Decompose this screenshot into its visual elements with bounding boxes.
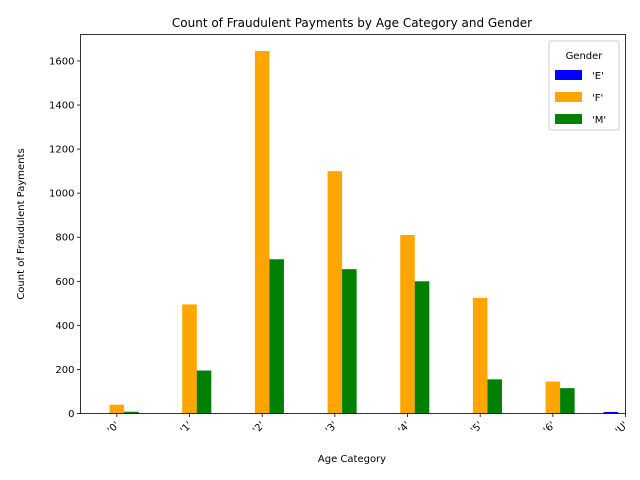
legend-swatch <box>555 114 582 124</box>
legend-title: Gender <box>566 51 604 62</box>
legend-frame <box>548 40 620 131</box>
bar-2-3 <box>342 269 357 414</box>
y-tick-label: 600 <box>55 277 74 288</box>
bar-1-5 <box>472 297 488 414</box>
legend-swatch <box>555 70 582 80</box>
y-tick-label: 800 <box>55 233 74 244</box>
x-tick-label: '0' <box>106 420 122 436</box>
y-tick-label: 1400 <box>49 101 74 112</box>
y-tick-label: 1600 <box>49 56 74 67</box>
y-tick-label: 0 <box>68 409 74 420</box>
bar-2-4 <box>414 281 430 414</box>
legend-label: 'F' <box>592 93 603 104</box>
y-tick-label: 200 <box>55 365 74 376</box>
legend: Gender 'E' 'F' 'M' <box>548 40 620 131</box>
legend-items: 'E' 'F' 'M' <box>555 70 606 126</box>
x-tick-label: '1' <box>178 420 194 436</box>
x-tick-label: '2' <box>251 420 267 436</box>
bar-0-7 <box>603 411 619 414</box>
y-tick-label: 1000 <box>49 189 74 200</box>
bar-1-3 <box>327 171 343 414</box>
x-axis-label: Age Category <box>318 454 386 465</box>
plot-area <box>109 51 619 414</box>
bar-2-1 <box>196 370 212 414</box>
bar-1-4 <box>400 235 415 414</box>
y-tick-label: 1200 <box>49 145 74 156</box>
chart-title: Count of Fraudulent Payments by Age Cate… <box>172 16 532 30</box>
bar-1-6 <box>545 381 561 414</box>
y-tick-label: 400 <box>55 321 74 332</box>
x-tick-label: '5' <box>469 420 485 436</box>
bar-1-0 <box>109 404 125 414</box>
plot-frame <box>80 34 626 414</box>
x-tick-label: 'U' <box>614 420 631 437</box>
legend-label: 'E' <box>592 71 604 82</box>
bar-2-5 <box>487 379 502 414</box>
bar-2-2 <box>269 259 284 414</box>
y-axis-label: Count of Fraudulent Payments <box>16 148 27 299</box>
legend-swatch <box>555 92 582 102</box>
bar-1-2 <box>254 51 270 414</box>
legend-label: 'M' <box>592 115 606 126</box>
x-tick-label: '6' <box>542 420 558 436</box>
bar-2-6 <box>560 388 575 414</box>
x-axis: '0' '1' '2' '3' '4' '5' '6' 'U' <box>106 413 631 437</box>
x-tick-label: '4' <box>396 420 412 436</box>
x-tick-label: '3' <box>324 420 340 436</box>
y-axis: 0 200 400 600 800 1000 1200 1400 1600 <box>49 56 81 420</box>
bar-2-0 <box>124 411 139 414</box>
bar-1-1 <box>182 304 197 414</box>
